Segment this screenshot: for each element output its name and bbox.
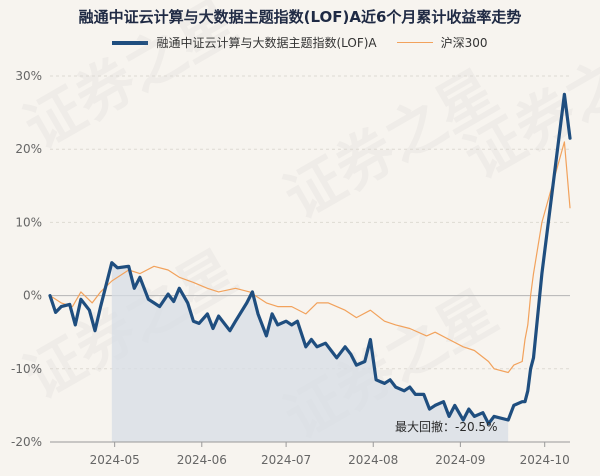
x-tick-label: 2024-08	[348, 453, 398, 467]
x-tick-label: 2024-05	[90, 453, 140, 467]
max-drawdown-label: 最大回撤：	[395, 419, 455, 434]
y-tick-label: 20%	[15, 142, 42, 156]
watermark-text: 证券之星	[13, 0, 248, 162]
x-tick-label: 2024-06	[177, 453, 227, 467]
legend-label-hs300: 沪深300	[440, 36, 488, 50]
x-tick-label: 2024-07	[261, 453, 311, 467]
y-tick-label: 0%	[23, 289, 42, 303]
series-line-hs300	[49, 141, 571, 374]
x-tick-label: 2024-09	[435, 453, 485, 467]
drawdown-shade	[111, 262, 509, 442]
legend-label-fund: 融通中证云计算与大数据主题指数(LOF)A	[156, 36, 377, 50]
max-drawdown-value: -20.5%	[455, 420, 497, 434]
legend-swatch-fund	[112, 40, 149, 45]
legend-swatch-hs300	[396, 42, 433, 43]
y-tick-label: -20%	[11, 435, 42, 449]
chart-title: 融通中证云计算与大数据主题指数(LOF)A近6个月累计收益率走势	[78, 8, 522, 26]
legend-item-fund[interactable]: 融通中证云计算与大数据主题指数(LOF)A	[112, 34, 377, 51]
y-tick-label: -10%	[11, 362, 42, 376]
series-line-fund	[48, 92, 572, 426]
y-tick-label: 30%	[15, 69, 42, 83]
legend-item-hs300[interactable]: 沪深300	[396, 34, 488, 51]
y-tick-label: 10%	[15, 215, 42, 229]
chart-legend: 融通中证云计算与大数据主题指数(LOF)A 沪深300	[0, 34, 600, 51]
max-drawdown-annotation: 最大回撤：-20.5%	[395, 419, 497, 434]
x-tick-label: 2024-10	[520, 453, 570, 467]
